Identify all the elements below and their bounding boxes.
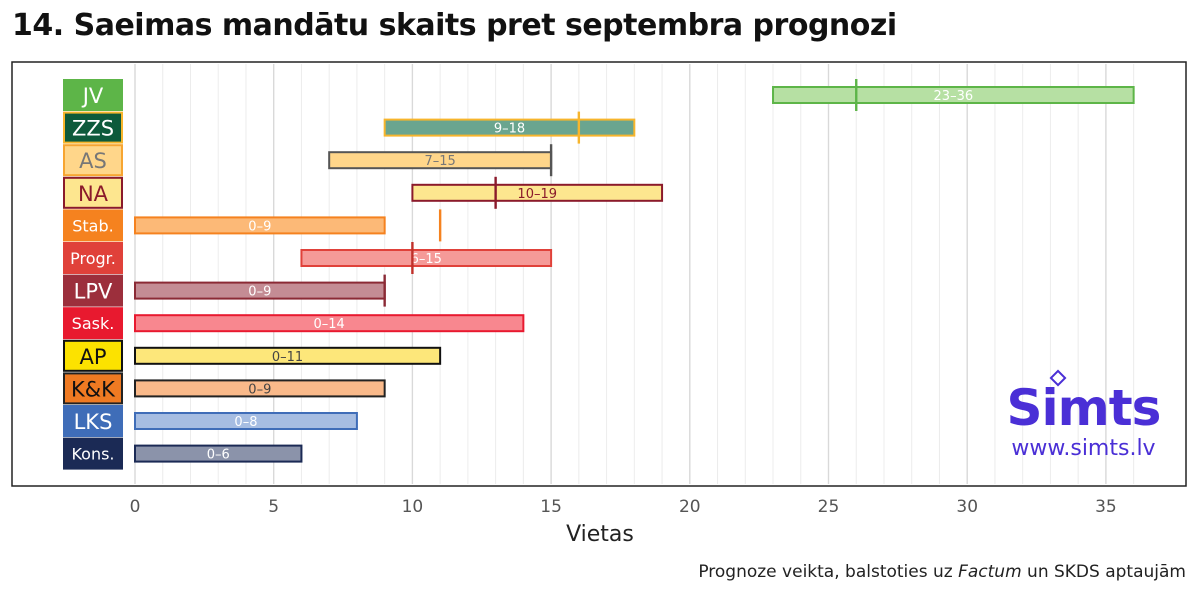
x-tick-label: 5 [268, 497, 279, 517]
range-label: 0–9 [248, 382, 271, 397]
party-tag-label: Stab. [72, 216, 113, 235]
logo-name: Simts [996, 369, 1171, 437]
party-tag-box [63, 79, 123, 111]
party-tag-label: Progr. [70, 249, 116, 268]
logo-url: www.simts.lv [1011, 436, 1156, 461]
x-tick-label: 20 [679, 497, 701, 517]
party-tag-label: K&K [71, 377, 116, 401]
x-tick-label: 25 [818, 497, 840, 517]
party-tag-box [63, 437, 123, 470]
x-axis-label: Vietas [566, 522, 634, 547]
range-label: 9–18 [494, 122, 525, 137]
chart-title: 14. Saeimas mandātu skaits pret septembr… [12, 8, 897, 43]
range-label: 7–15 [424, 154, 455, 169]
range-label: 0–9 [248, 219, 271, 234]
source-note-suffix: un SKDS aptaujām [1021, 562, 1186, 582]
source-note: Prognoze veikta, balstoties uz Factum un… [698, 562, 1186, 582]
x-tick-label: 10 [402, 497, 424, 517]
range-label: 10–19 [517, 187, 557, 202]
party-tag-box [63, 372, 123, 405]
x-tick-label: 0 [130, 497, 141, 517]
x-axis-ticks: 0 5 10 15 20 25 30 35 [130, 497, 1117, 517]
range-bar [383, 118, 636, 137]
range-label: 0–6 [207, 448, 230, 463]
x-tick-label: 30 [956, 497, 978, 517]
range-bar [134, 379, 386, 398]
range-bar [772, 86, 1135, 104]
range-bar [134, 444, 303, 463]
x-tick-label: 15 [540, 497, 562, 517]
party-tags-layer: JV ZZS AS NA Stab. Progr. LPV Sask. AP K&K LKS Kons… [63, 79, 123, 470]
party-tag-box [63, 144, 123, 177]
party-tag-box [63, 405, 123, 437]
range-bar [134, 346, 442, 365]
range-label: 6–15 [411, 252, 442, 267]
simts-logo: Simts www.simts.lv [996, 369, 1171, 462]
party-tag-box [63, 111, 123, 144]
party-tag-label: ZZS [72, 117, 114, 141]
party-tag-label: JV [81, 84, 104, 108]
party-tag-label: LPV [74, 280, 113, 304]
party-tag-box [63, 176, 123, 209]
range-bar [134, 314, 525, 333]
range-label: 23–36 [934, 89, 974, 104]
range-label: 0–14 [314, 317, 345, 332]
party-tag-box [63, 274, 123, 307]
party-tag-box [63, 242, 123, 274]
party-tag-label: NA [78, 182, 109, 206]
party-tag-label: LKS [74, 410, 113, 434]
party-tag-label: AP [79, 345, 106, 369]
source-note-prefix: Prognoze veikta, balstoties uz [698, 562, 959, 582]
range-label: 0–9 [248, 285, 271, 300]
bars-layer: 23–36 9–18 7–15 10–19 0–9 6–15 0–9 0–14 0–11 0–9 0… [134, 79, 1135, 463]
party-tag-label: AS [79, 149, 107, 173]
range-bar [134, 412, 358, 430]
range-bar [300, 249, 553, 267]
party-tag-box [63, 307, 123, 340]
party-tag-box [63, 209, 123, 242]
range-label: 0–11 [272, 350, 303, 365]
range-label: 0–8 [234, 415, 257, 430]
x-tick-label: 35 [1095, 497, 1117, 517]
party-tag-label: Sask. [72, 314, 115, 333]
plot-frame [11, 61, 1187, 487]
source-note-italic: Factum [958, 562, 1022, 582]
range-bar [411, 183, 664, 202]
range-bar [134, 216, 386, 235]
party-tag-box [63, 339, 123, 372]
logo-name-text: Simts [1006, 379, 1162, 437]
party-tag-label: Kons. [71, 445, 114, 464]
